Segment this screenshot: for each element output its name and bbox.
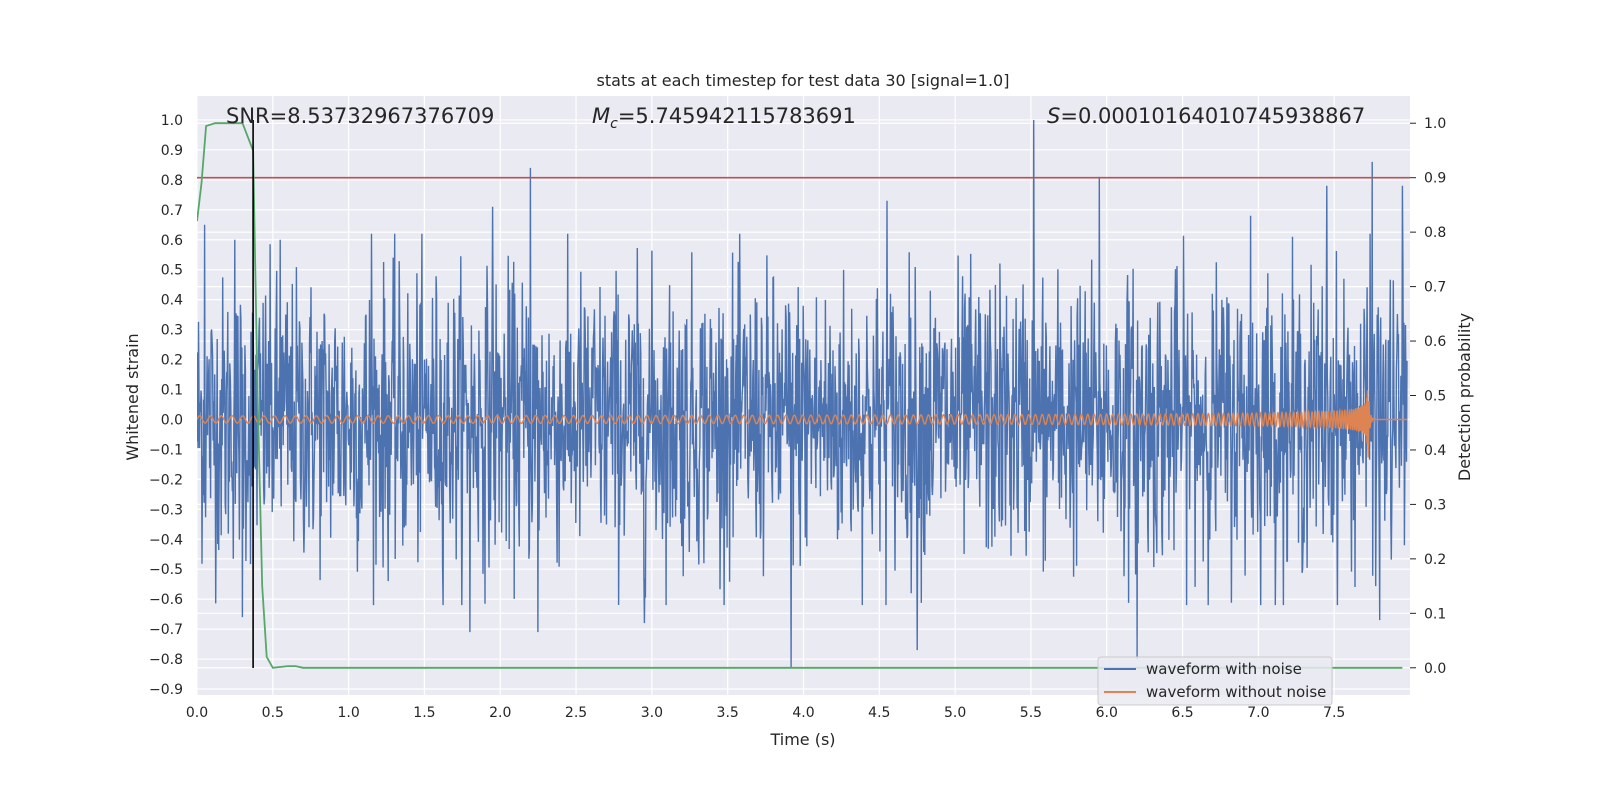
y-tick-label-left: 0.7 [161, 203, 183, 219]
chirp-mass-subscript: c [610, 116, 618, 132]
y-tick-label-right: 0.4 [1424, 443, 1446, 459]
x-tick-label: 0.0 [186, 705, 208, 721]
y-tick-label-right: 0.3 [1424, 497, 1446, 513]
x-tick-label: 7.5 [1323, 705, 1345, 721]
y-tick-label-left: 0.1 [161, 383, 183, 399]
series-detection-probability [197, 122, 1403, 669]
chirp-mass-annotation: Mc=5.745942115783691 [592, 104, 856, 132]
x-tick-label: 1.5 [413, 705, 435, 721]
legend-box [1097, 656, 1333, 706]
y-tick-label-right: 0.0 [1424, 661, 1446, 677]
y-tick-label-left: 0.0 [161, 412, 183, 428]
y-tick-label-left: −0.7 [149, 622, 183, 638]
x-tick-label: 1.0 [337, 705, 359, 721]
legend-label-clean: waveform without noise [1146, 683, 1326, 701]
s-annotation: S=0.00010164010745938867 [1047, 104, 1365, 128]
x-axis-label: Time (s) [769, 730, 835, 749]
x-tick-label: 4.5 [868, 705, 890, 721]
y-axis-label-left: Whitened strain [123, 333, 142, 460]
legend-label-noise: waveform with noise [1146, 660, 1302, 678]
x-tick-label: 3.5 [717, 705, 739, 721]
y-tick-label-left: −0.2 [149, 472, 183, 488]
y-tick-label-left: −0.4 [149, 532, 183, 548]
y-tick-label-left: 0.5 [161, 263, 183, 279]
y-tick-label-left: −0.5 [149, 562, 183, 578]
axes: 0.0 0.5 1.0 1.5 2.0 2.5 3.0 3.5 4.0 4.5 5.0 5.5 6.0 6… [149, 113, 1446, 721]
x-tick-label: 6.0 [1096, 705, 1118, 721]
y-tick-label-right: 0.7 [1424, 280, 1446, 296]
snr-annotation: SNR=8.53732967376709 [226, 104, 494, 128]
series-waveform-without-noise [197, 390, 1407, 458]
chart-title: stats at each timestep for test data 30 … [597, 71, 1010, 90]
clean-waveform-line [197, 390, 1407, 458]
y-axis-label-right: Detection probability [1455, 313, 1474, 481]
x-tick-label: 3.0 [641, 705, 663, 721]
x-tick-label: 6.5 [1171, 705, 1193, 721]
y-tick-label-left: −0.8 [149, 652, 183, 668]
y-tick-label-left: −0.9 [149, 682, 183, 698]
x-tick-label: 4.0 [792, 705, 814, 721]
y-tick-label-left: 0.2 [161, 353, 183, 369]
detection-probability-line [197, 122, 1403, 669]
y-tick-label-left: −0.3 [149, 502, 183, 518]
chirp-mass-value: =5.745942115783691 [618, 104, 856, 128]
series-layer [197, 119, 1410, 669]
y-tick-label-left: 0.4 [161, 293, 183, 309]
y-tick-label-right: 0.9 [1424, 171, 1446, 187]
s-value: =0.00010164010745938867 [1060, 104, 1365, 128]
y-tick-label-left: 1.0 [161, 113, 183, 129]
x-tick-label: 2.0 [489, 705, 511, 721]
x-tick-label: 0.5 [262, 705, 284, 721]
y-tick-label-right: 0.1 [1424, 606, 1446, 622]
legend: waveform with noise waveform without noi… [1097, 656, 1333, 706]
y-tick-label-left: −0.6 [149, 592, 183, 608]
y-tick-label-left: 0.8 [161, 173, 183, 189]
s-symbol: S [1047, 104, 1060, 128]
y-tick-label-right: 1.0 [1424, 116, 1446, 132]
chirp-mass-symbol: M [592, 104, 610, 128]
x-tick-label: 2.5 [565, 705, 587, 721]
y-tick-label-right: 0.5 [1424, 389, 1446, 405]
y-tick-label-left: −0.1 [149, 442, 183, 458]
y-tick-label-right: 0.8 [1424, 225, 1446, 241]
y-tick-label-right: 0.2 [1424, 552, 1446, 568]
y-tick-label-left: 0.6 [161, 233, 183, 249]
x-tick-label: 5.5 [1020, 705, 1042, 721]
x-tick-label: 5.0 [944, 705, 966, 721]
y-tick-label-left: 0.9 [161, 143, 183, 159]
y-tick-label-right: 0.6 [1424, 334, 1446, 350]
y-tick-label-left: 0.3 [161, 323, 183, 339]
x-tick-label: 7.0 [1247, 705, 1269, 721]
